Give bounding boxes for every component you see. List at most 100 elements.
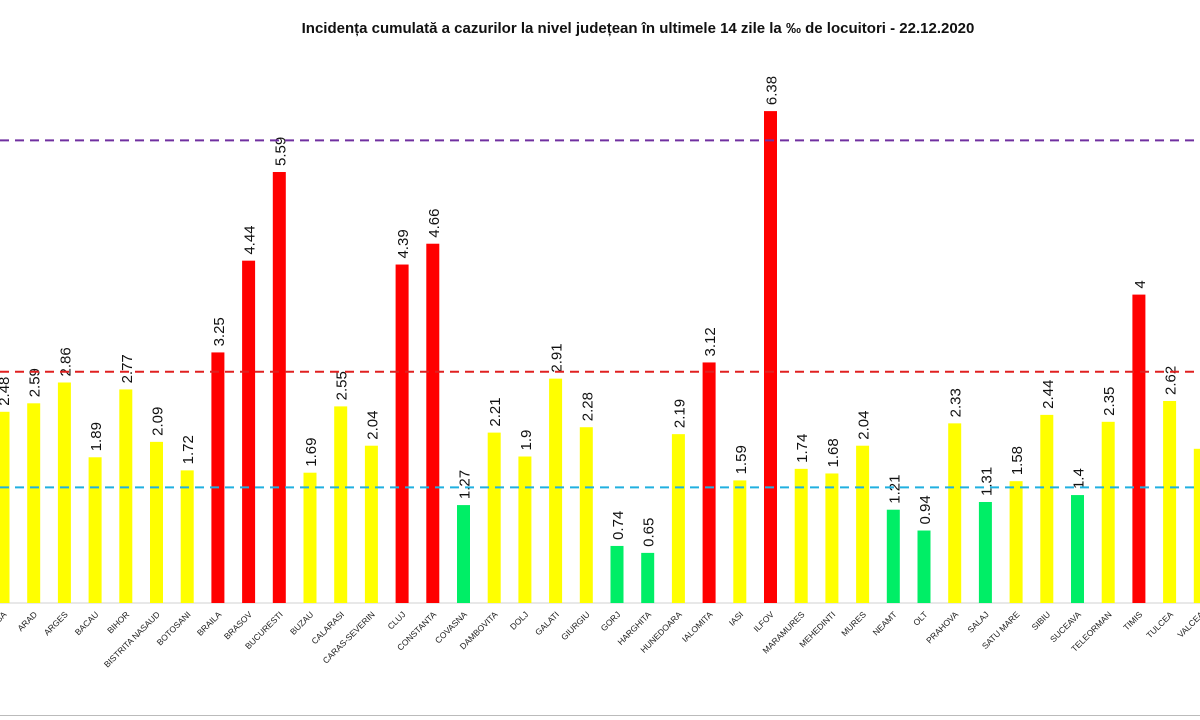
bar-arad (27, 403, 41, 603)
bar-bistrita-nasaud (150, 441, 163, 603)
bar-salaj (978, 501, 992, 603)
category-label: TULCEA (1144, 609, 1175, 640)
category-label: BIHOR (105, 609, 131, 635)
bar-ialomita (702, 362, 716, 603)
bar-iasi (733, 480, 747, 603)
data-label: 2.44 (1040, 380, 1057, 409)
category-label: GALATI (533, 609, 561, 637)
data-label: 1.4 (1071, 468, 1088, 489)
category-label: CLUJ (385, 609, 407, 631)
data-label: 1.59 (733, 445, 750, 474)
data-label: 2.21 (487, 397, 504, 426)
bar-alba (0, 411, 10, 603)
data-label: 0.74 (610, 511, 627, 540)
bar-timis (1132, 294, 1146, 603)
data-label: 2.19 (671, 399, 688, 428)
bar-maramures (794, 468, 808, 603)
data-label: 2.09 (150, 407, 167, 436)
data-label: 1.27 (457, 470, 474, 499)
bar-covasna (457, 505, 470, 603)
data-label: 2.35 (1101, 387, 1118, 416)
bar-valcea (1193, 448, 1200, 603)
bar-gorj (610, 545, 624, 603)
data-label: 2.48 (0, 377, 13, 406)
data-label: 2.62 (1163, 366, 1180, 395)
data-label: 4.44 (242, 225, 259, 254)
data-label: 2.33 (948, 388, 965, 417)
bar-suceava (1071, 495, 1084, 603)
data-label: 0.94 (917, 495, 934, 524)
data-label: 1.72 (180, 435, 197, 464)
category-label: ARGES (42, 609, 70, 637)
data-label: 4.66 (426, 209, 443, 238)
bar-calarasi (334, 406, 348, 603)
data-label: 5.59 (272, 137, 289, 166)
bar-dambovita (487, 432, 501, 603)
data-label: 3.25 (211, 317, 228, 346)
bar-galati (549, 378, 563, 603)
category-label: DOLJ (508, 609, 530, 631)
data-label: 4.39 (395, 229, 412, 258)
data-label: 1.68 (825, 438, 842, 467)
bar-mures (856, 445, 870, 603)
bar-botosani (180, 470, 194, 603)
category-label: NEAMT (871, 609, 899, 637)
bar-hunedoara (671, 434, 685, 603)
data-label: 1.31 (978, 467, 995, 496)
bar-harghita (641, 552, 655, 603)
data-label: 2.77 (119, 354, 136, 383)
category-label: VALCEA (1175, 609, 1200, 640)
data-label: 1.58 (1009, 446, 1026, 475)
category-label: BISTRITA NASAUD (102, 609, 162, 669)
bar-mehedinti (825, 473, 839, 603)
category-label: OLT (911, 609, 929, 627)
bar-satu-mare (1009, 481, 1023, 603)
category-label: GIURGIU (559, 609, 592, 642)
category-label: BUZAU (288, 609, 315, 636)
bar-arges (57, 382, 71, 603)
category-label: IALOMITA (680, 609, 715, 644)
data-label: 2.86 (57, 347, 74, 376)
data-label: 1.69 (303, 437, 320, 466)
category-label: PRAHOVA (924, 609, 960, 645)
bar-neamt (886, 509, 900, 603)
bar-ilfov (764, 111, 777, 604)
data-label: 2.28 (579, 392, 596, 421)
bar-sibiu (1040, 414, 1054, 603)
data-label: 2.04 (856, 411, 873, 440)
category-label: SIBIU (1029, 609, 1052, 632)
bar-giurgiu (579, 427, 593, 603)
data-label: 2.91 (549, 343, 566, 372)
bar-prahova (948, 423, 962, 603)
bar-brasov (242, 260, 256, 603)
bar-bihor (119, 389, 133, 603)
category-label: MURES (839, 609, 868, 638)
data-label: 2.55 (334, 371, 351, 400)
category-label: BACAU (73, 609, 101, 637)
data-label: 1.9 (518, 430, 535, 451)
chart-title: Incidența cumulată a cazurilor la nivel … (301, 20, 975, 37)
data-label: 6.38 (764, 76, 781, 105)
category-label: SALAJ (965, 609, 990, 634)
bottom-border (0, 715, 1200, 716)
category-label: CARAS-SEVERIN (321, 609, 377, 665)
category-label: ILFOV (751, 609, 776, 634)
bar-bacau (88, 457, 102, 603)
bar-tulcea (1163, 400, 1177, 603)
bar-braila (211, 352, 225, 603)
bar-dolj (518, 456, 532, 603)
category-label: ARAD (15, 609, 39, 633)
bar-buzau (303, 472, 317, 603)
data-label: 3.12 (702, 327, 719, 356)
bar-bucuresti (272, 172, 286, 604)
data-label: 1.89 (88, 422, 105, 451)
data-label: 2.59 (27, 368, 44, 397)
category-label: ALBA (0, 609, 9, 632)
category-label: TIMIS (1121, 609, 1144, 632)
bar-olt (917, 530, 931, 603)
bar-cluj (395, 264, 409, 603)
category-label: IASI (727, 609, 745, 627)
data-label: 4 (1132, 280, 1149, 288)
category-label: BRAILA (195, 609, 224, 638)
